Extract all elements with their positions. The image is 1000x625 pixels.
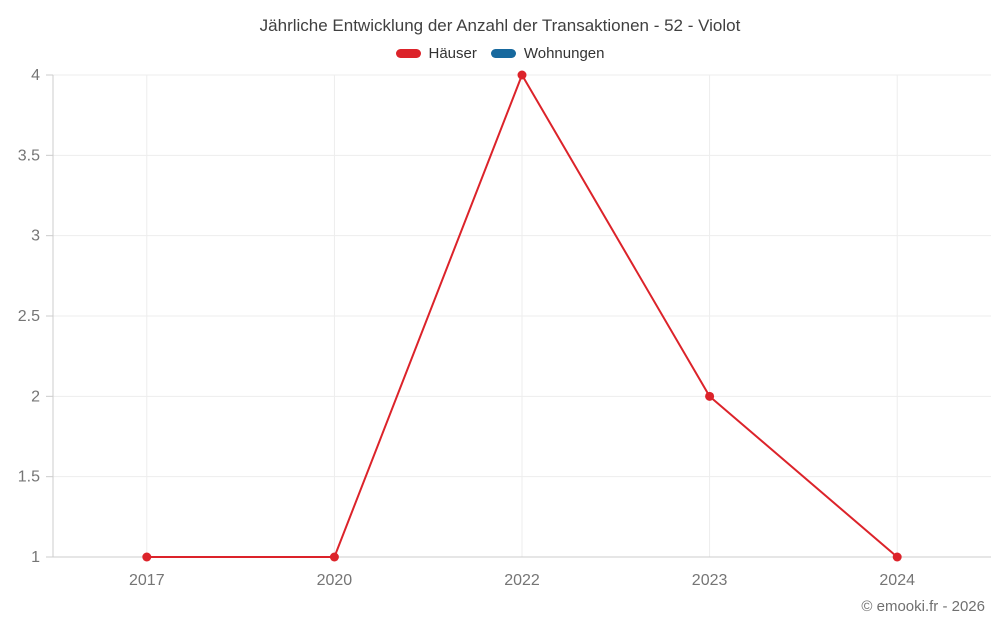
y-axis-label: 1.5: [18, 469, 40, 486]
legend-swatch-haeuser-icon: [395, 49, 421, 58]
credit-text: © emooki.fr - 2026: [861, 598, 985, 615]
chart-title: Jährliche Entwicklung der Anzahl der Tra…: [259, 16, 741, 35]
data-point-marker: [517, 70, 527, 80]
data-point-marker: [705, 391, 715, 401]
legend: Häuser Wohnungen: [0, 45, 1000, 62]
data-point-marker: [142, 552, 152, 562]
x-axis-label: 2023: [692, 572, 728, 589]
legend-swatch-wohnungen-icon: [490, 49, 516, 58]
legend-label-wohnungen: Wohnungen: [523, 45, 605, 62]
x-axis-label: 2024: [879, 572, 915, 589]
legend-item-haeuser[interactable]: Häuser: [395, 45, 477, 62]
y-axis-label: 2.5: [18, 308, 40, 325]
y-axis-label: 4: [31, 67, 40, 84]
x-axis-label: 2020: [317, 572, 353, 589]
data-point-marker: [892, 552, 902, 562]
legend-item-wohnungen[interactable]: Wohnungen: [490, 45, 605, 62]
x-axis-label: 2022: [504, 572, 540, 589]
y-axis-label: 2: [31, 388, 40, 405]
legend-label-haeuser: Häuser: [428, 45, 477, 62]
y-axis-label: 3: [31, 228, 40, 245]
y-axis-label: 1: [31, 549, 40, 566]
x-axis-label: 2017: [129, 572, 165, 589]
data-point-marker: [329, 552, 339, 562]
y-axis-label: 3.5: [18, 147, 40, 164]
